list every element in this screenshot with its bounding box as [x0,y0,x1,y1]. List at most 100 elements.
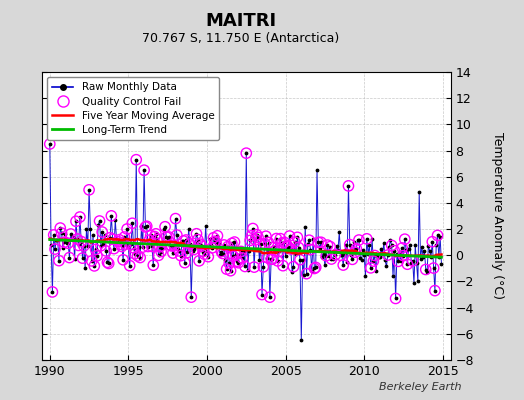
Point [56,225,64,231]
Point [322,252,330,259]
Text: Berkeley Earth: Berkeley Earth [379,382,461,392]
Point [237,248,245,255]
Point [374,254,383,260]
Point [144,243,152,250]
Point [159,226,168,233]
Point [169,250,177,256]
Point [302,270,311,277]
Point [266,294,274,300]
Point [119,256,127,263]
Point [306,246,314,253]
Point [280,239,288,246]
Point [110,246,118,252]
Point [321,262,329,268]
Point [59,244,67,251]
Point [141,224,149,230]
Point [191,239,199,246]
Point [399,252,408,259]
Point [347,252,355,258]
Point [60,239,68,246]
Point [136,254,144,261]
Point [311,264,320,270]
Point [318,254,326,260]
Point [247,233,256,239]
Point [360,252,368,258]
Point [308,268,316,274]
Point [163,235,172,242]
Point [428,238,436,245]
Point [263,254,271,261]
Point [290,239,299,245]
Point [232,251,240,258]
Point [355,237,363,243]
Point [46,141,54,147]
Point [253,232,261,238]
Point [348,256,356,262]
Point [187,294,195,300]
Point [403,261,411,268]
Point [116,241,125,248]
Point [302,270,311,277]
Point [211,238,219,244]
Point [269,244,278,251]
Point [150,233,159,240]
Point [241,263,249,270]
Point [310,265,319,272]
Point [51,246,59,252]
Point [67,231,75,237]
Point [431,288,439,294]
Point [162,234,170,240]
Point [208,244,216,251]
Point [171,216,180,222]
Point [248,225,257,232]
Point [247,233,256,239]
Point [222,266,231,272]
Point [104,260,113,267]
Point [310,265,319,272]
Point [261,233,270,240]
Point [165,234,173,240]
Point [114,238,122,245]
Point [78,255,86,261]
Point [279,262,287,269]
Point [369,258,377,264]
Point [219,250,227,257]
Point [104,260,113,267]
Point [392,251,401,258]
Point [226,268,235,274]
Text: MAITRI: MAITRI [205,12,277,30]
Point [73,236,81,242]
Point [108,236,117,242]
Point [340,249,348,256]
Point [364,250,372,257]
Point [65,254,73,261]
Point [233,258,241,264]
Point [303,240,312,247]
Point [140,167,148,173]
Point [415,189,423,196]
Point [96,242,105,249]
Point [366,265,375,271]
Point [361,273,369,279]
Point [171,216,180,222]
Point [138,244,147,250]
Point [216,251,224,258]
Point [433,232,442,239]
Point [357,257,366,263]
Point [224,243,232,250]
Point [157,248,165,255]
Point [289,264,298,270]
Point [315,245,324,252]
Point [72,218,80,224]
Point [232,251,240,258]
Point [178,238,186,244]
Point [151,231,160,237]
Point [177,252,185,259]
Point [427,254,435,260]
Point [421,266,430,273]
Point [199,248,207,255]
Point [212,240,220,246]
Point [80,243,88,249]
Point [411,242,419,249]
Point [106,234,114,241]
